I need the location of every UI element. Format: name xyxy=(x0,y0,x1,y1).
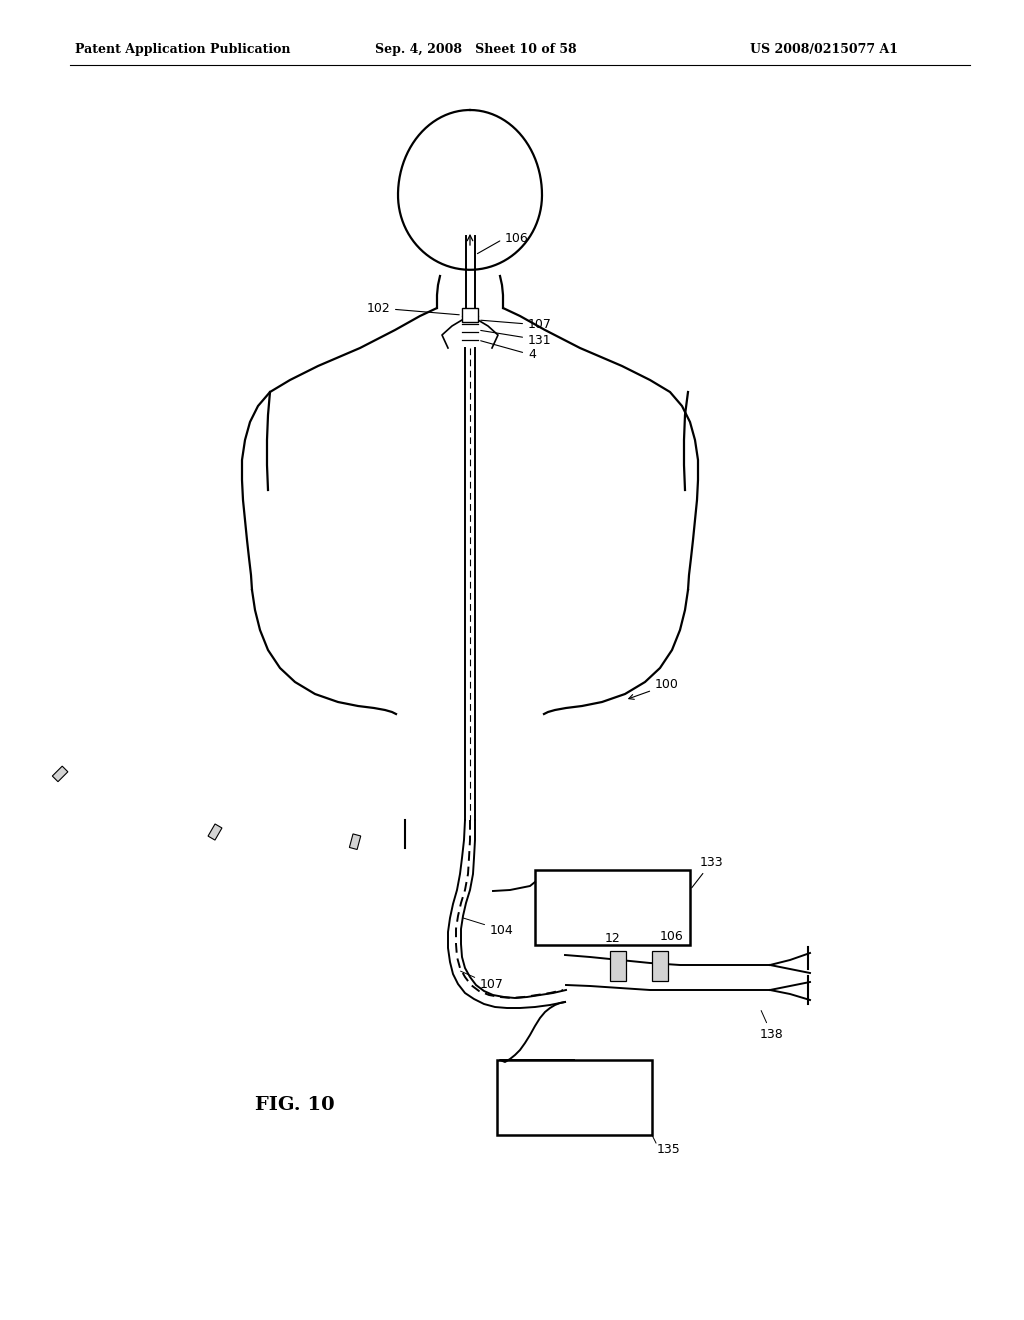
Text: 135: 135 xyxy=(657,1143,681,1156)
Bar xyxy=(52,766,68,781)
Text: FIG. 10: FIG. 10 xyxy=(255,1096,335,1114)
Text: 104: 104 xyxy=(463,917,514,936)
Bar xyxy=(535,870,690,945)
Bar xyxy=(462,308,478,322)
Bar xyxy=(208,824,222,840)
Text: 4: 4 xyxy=(480,341,536,362)
Bar xyxy=(610,950,626,981)
Text: 107: 107 xyxy=(481,318,552,331)
Text: Sep. 4, 2008   Sheet 10 of 58: Sep. 4, 2008 Sheet 10 of 58 xyxy=(375,44,577,57)
Text: 138: 138 xyxy=(760,1011,783,1041)
Text: 12: 12 xyxy=(605,932,621,945)
Bar xyxy=(349,834,360,850)
Text: 107: 107 xyxy=(461,972,504,991)
Text: 100: 100 xyxy=(629,678,679,700)
Text: US 2008/0215077 A1: US 2008/0215077 A1 xyxy=(750,44,898,57)
Bar xyxy=(497,1060,652,1135)
Text: Patent Application Publication: Patent Application Publication xyxy=(75,44,291,57)
Text: 106: 106 xyxy=(660,931,684,942)
Text: 133: 133 xyxy=(691,855,724,888)
Text: 102: 102 xyxy=(367,301,459,314)
Text: 131: 131 xyxy=(480,330,552,346)
Bar xyxy=(652,950,668,981)
Text: 106: 106 xyxy=(477,231,528,253)
